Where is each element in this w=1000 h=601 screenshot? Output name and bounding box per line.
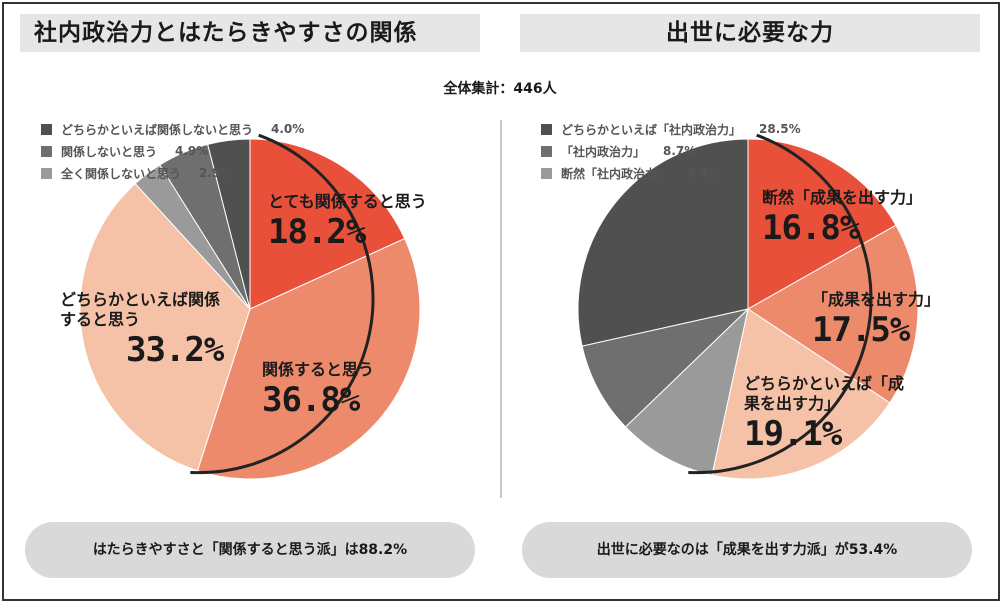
legend-label: 関係しないと思う xyxy=(61,144,158,159)
legend-label: どちらかといえば「社内政治力」 xyxy=(561,122,742,137)
slice-label: 断然「成果を出す力」 16.8% xyxy=(762,188,922,248)
legend-value: 2.9% xyxy=(199,166,233,180)
legend-label: 「社内政治力」 xyxy=(561,144,646,159)
legend-swatch xyxy=(41,167,52,179)
legend-swatch xyxy=(41,145,52,157)
legend-swatch xyxy=(541,167,552,179)
slice-label: 関係すると思う 36.8% xyxy=(262,360,374,420)
left-pie xyxy=(79,133,421,480)
legend-item: 関係しないと思う 4.9% xyxy=(41,140,304,162)
right-legend: どちらかといえば「社内政治力」 28.5% 「社内政治力」 8.7% 断然「社内… xyxy=(541,118,801,184)
legend-value: 4.0% xyxy=(271,122,305,136)
pie-slice xyxy=(581,308,750,428)
left-summary-pill: はたらきやすさと「関係すると思う派」は88.2% xyxy=(25,522,475,578)
legend-swatch xyxy=(541,145,552,157)
legend-item: 「社内政治力」 8.7% xyxy=(541,140,801,162)
slice-label-pct: 16.8% xyxy=(762,208,860,248)
legend-item: どちらかといえば「社内政治力」 28.5% xyxy=(541,118,801,140)
pie-outline-arc xyxy=(190,133,375,475)
legend-label: 断然「社内政治力」 xyxy=(561,166,670,181)
slice-label-pct: 18.2% xyxy=(268,212,366,252)
pie-slice xyxy=(207,138,251,310)
right-pie xyxy=(577,133,919,480)
slice-label-text: どちらかといえば関係すると思う xyxy=(60,290,221,329)
legend-swatch xyxy=(541,123,552,135)
slice-label: 「成果を出す力」 17.5% xyxy=(812,290,940,350)
slice-label-pct: 36.8% xyxy=(262,380,360,420)
legend-value: 28.5% xyxy=(759,122,801,136)
legend-item: 断然「社内政治力」 9.4% xyxy=(541,162,801,184)
legend-value: 9.4% xyxy=(687,166,721,180)
legend-label: どちらかといえば関係しないと思う xyxy=(61,122,254,137)
legend-swatch xyxy=(41,123,52,135)
pie-slice xyxy=(747,224,919,404)
slice-label-text: とても関係すると思う xyxy=(268,192,427,211)
legend-item: どちらかといえば関係しないと思う 4.0% xyxy=(41,118,304,140)
slice-label-text: 断然「成果を出す力」 xyxy=(762,188,923,207)
pie-outline-arc xyxy=(688,133,873,475)
center-divider xyxy=(500,120,502,498)
legend-label: 全く関係しないと思う xyxy=(61,166,182,181)
right-chart-title: 出世に必要な力 xyxy=(520,14,980,52)
slice-label: どちらかといえば「成果を出す力」 19.1% xyxy=(744,374,914,454)
left-legend: どちらかといえば関係しないと思う 4.0% 関係しないと思う 4.9% 全く関係… xyxy=(41,118,304,184)
slice-label-text: 関係すると思う xyxy=(262,360,375,379)
slice-label: とても関係すると思う 18.2% xyxy=(268,192,427,252)
pie-slice xyxy=(577,138,749,347)
pie-slice xyxy=(624,307,749,476)
slice-label-pct: 19.1% xyxy=(744,414,842,454)
legend-value: 4.9% xyxy=(175,144,209,158)
right-summary-pill: 出世に必要なのは「成果を出す力派」が53.4% xyxy=(522,522,972,578)
total-respondents: 全体集計：446人 xyxy=(443,81,557,97)
slice-label-text: 「成果を出す力」 xyxy=(812,290,941,309)
slice-label-pct: 33.2% xyxy=(126,330,224,370)
pie-slice xyxy=(79,182,251,472)
legend-item: 全く関係しないと思う 2.9% xyxy=(41,162,304,184)
pie-slice xyxy=(711,308,891,480)
slice-label-text: どちらかといえば「成果を出す力」 xyxy=(744,374,905,413)
left-chart-title: 社内政治力とはたらきやすさの関係 xyxy=(20,14,480,52)
slice-label-pct: 17.5% xyxy=(812,310,910,350)
pie-slice xyxy=(747,138,897,310)
legend-value: 8.7% xyxy=(663,144,697,158)
pie-slice xyxy=(196,237,421,480)
slice-label: どちらかといえば関係すると思う 33.2% xyxy=(60,290,230,370)
